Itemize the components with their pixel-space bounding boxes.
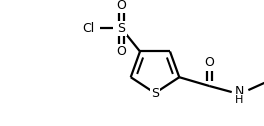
Text: N: N — [235, 85, 244, 98]
Text: O: O — [116, 0, 126, 12]
Text: O: O — [204, 56, 214, 69]
Text: O: O — [116, 45, 126, 58]
Text: H: H — [235, 96, 244, 105]
Text: S: S — [151, 87, 159, 100]
Text: S: S — [117, 22, 125, 35]
Text: Cl: Cl — [82, 22, 95, 35]
